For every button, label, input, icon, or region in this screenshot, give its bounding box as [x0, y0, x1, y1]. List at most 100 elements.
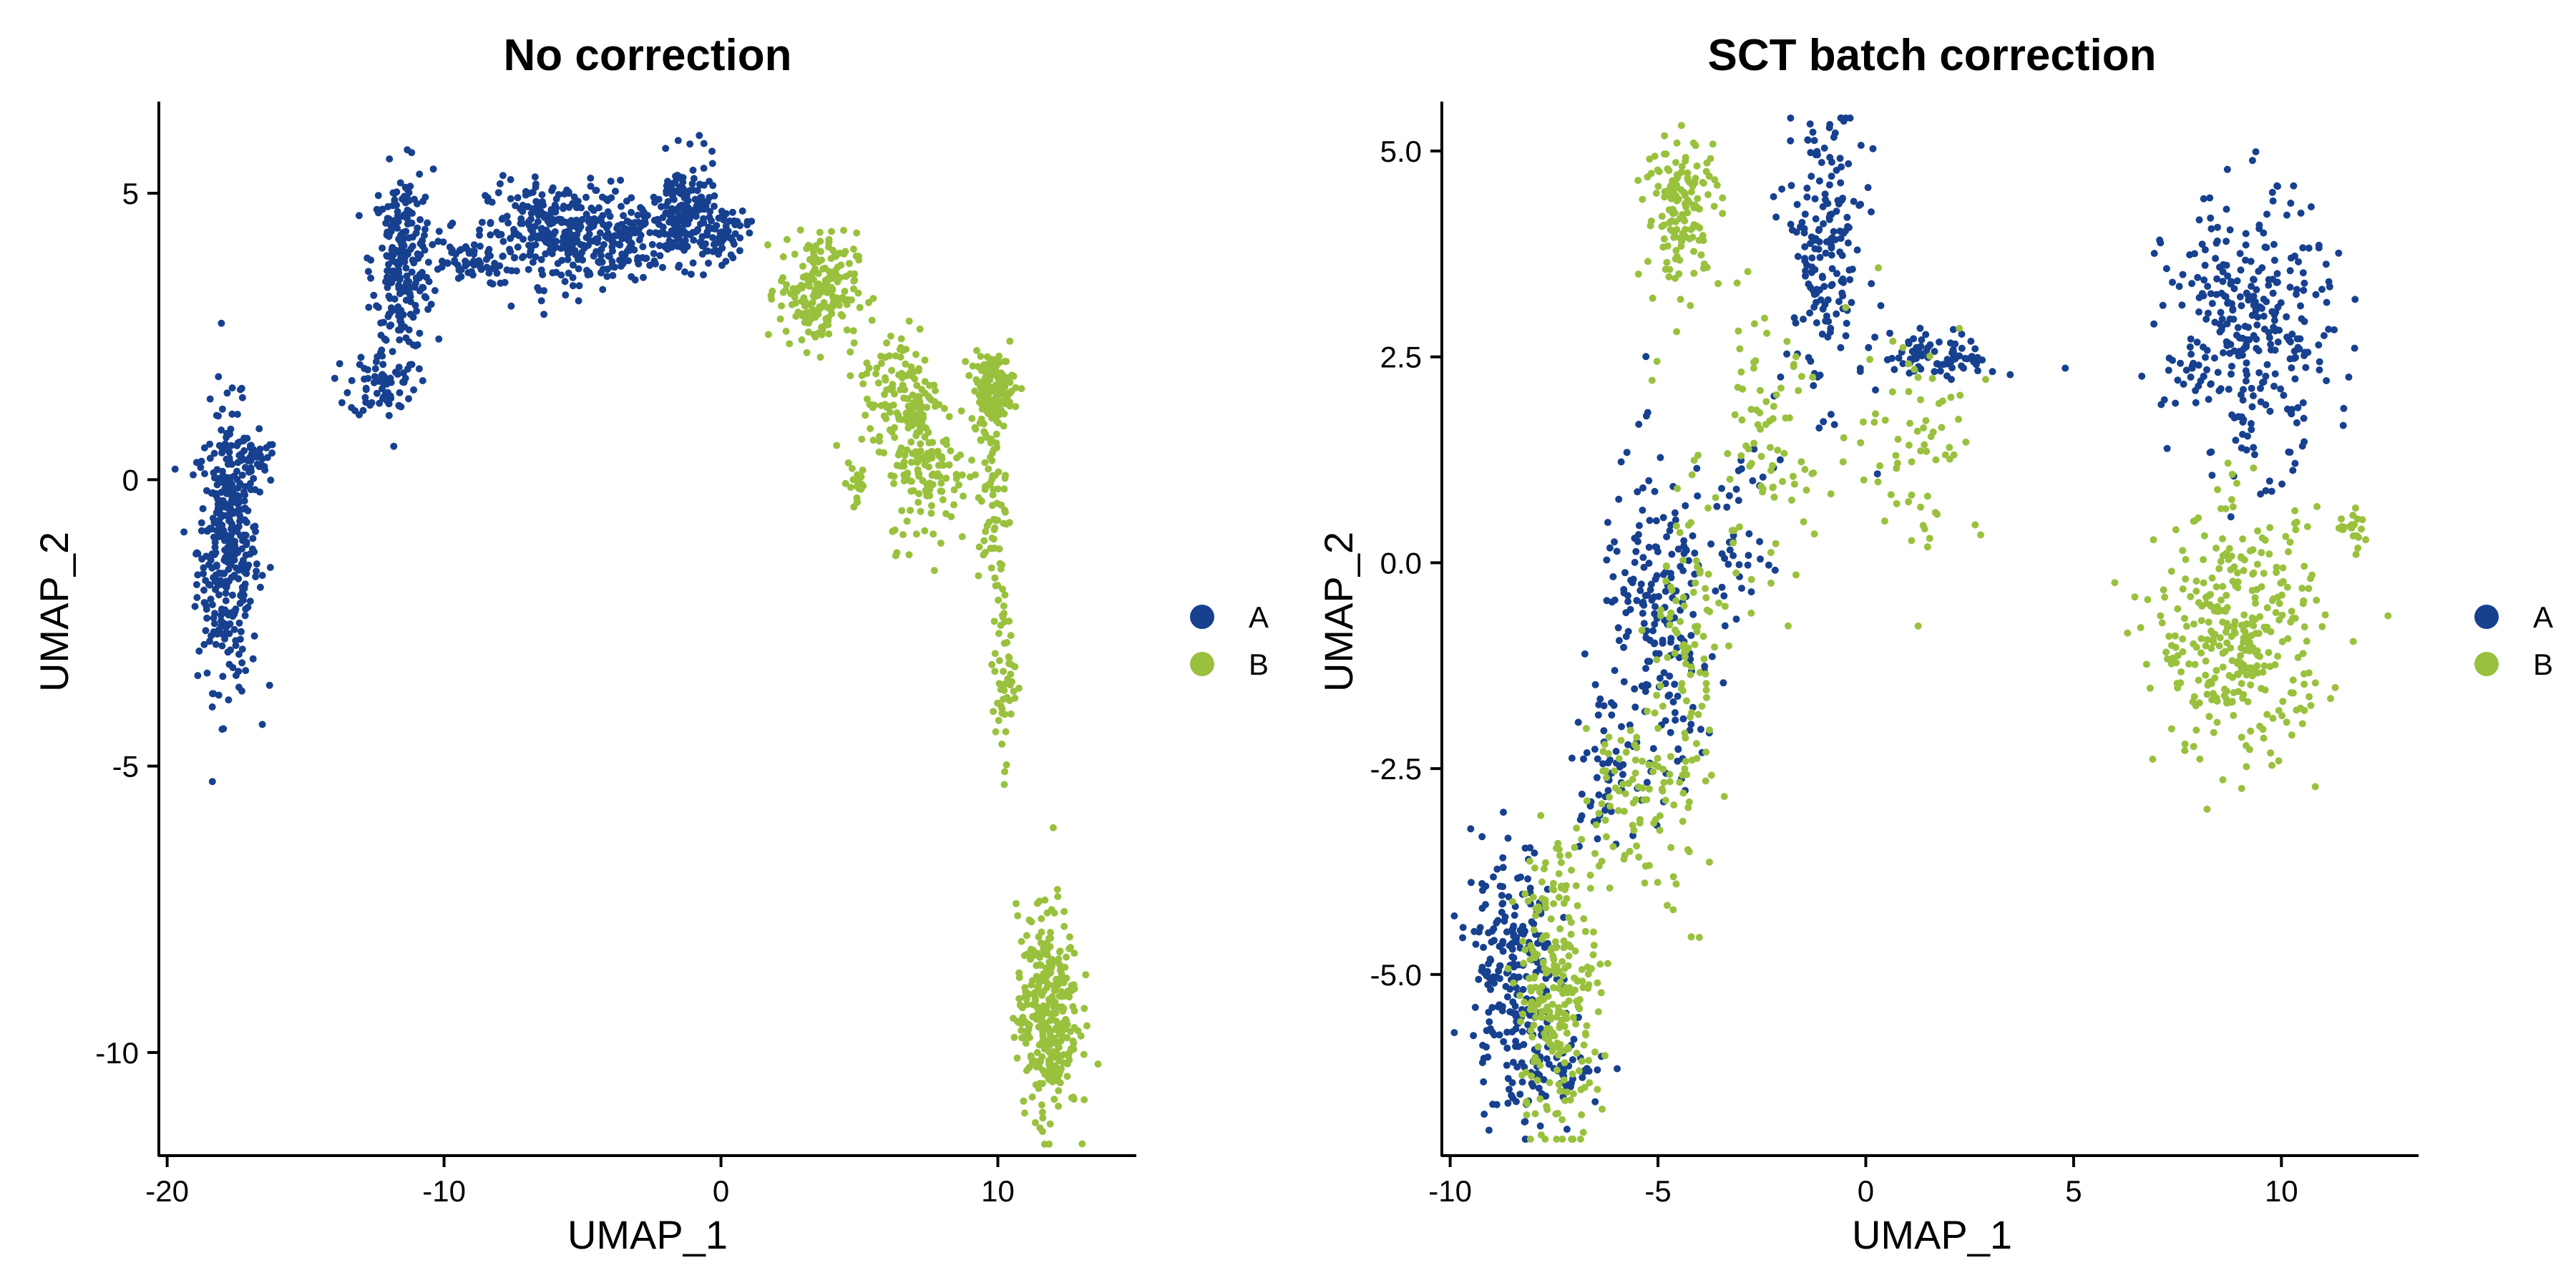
point	[1676, 215, 1684, 223]
point	[1558, 1016, 1566, 1024]
point	[1647, 170, 1655, 177]
point	[2298, 585, 2306, 592]
point	[1662, 577, 1670, 585]
point	[688, 180, 696, 187]
point	[983, 522, 991, 530]
point	[945, 461, 953, 469]
point	[1922, 416, 1930, 424]
point	[2325, 278, 2333, 286]
point	[1641, 688, 1649, 696]
point	[2218, 596, 2225, 604]
point	[1828, 234, 1835, 242]
point	[229, 613, 237, 620]
point	[1777, 384, 1785, 392]
point	[1002, 728, 1010, 736]
point	[611, 263, 618, 271]
point	[1054, 1077, 1062, 1085]
point	[1712, 494, 1719, 502]
point	[600, 220, 608, 228]
point	[399, 195, 406, 203]
y-tick-label: -5	[112, 750, 139, 784]
point	[258, 721, 266, 728]
point	[1656, 812, 1664, 819]
point	[2206, 601, 2214, 609]
point	[652, 260, 659, 268]
point	[1888, 354, 1896, 362]
point	[2315, 241, 2323, 249]
point	[972, 471, 979, 479]
point	[2150, 320, 2158, 328]
chart-title: SCT batch correction	[1708, 31, 2157, 80]
point	[1000, 686, 1008, 694]
legend-marker-B	[1190, 652, 1214, 676]
point	[1602, 767, 1610, 775]
point	[779, 288, 787, 296]
point	[1689, 182, 1697, 190]
point	[210, 614, 218, 622]
point	[1028, 1054, 1035, 1062]
point	[972, 376, 980, 384]
point	[255, 425, 263, 433]
point	[1845, 160, 1853, 167]
point	[390, 442, 398, 450]
point	[1679, 593, 1687, 601]
point	[507, 267, 515, 275]
y-tick-label: 2.5	[1380, 341, 1422, 374]
point	[439, 238, 447, 246]
point	[700, 219, 708, 227]
point	[403, 272, 411, 280]
point	[957, 407, 965, 415]
point	[1472, 940, 1480, 948]
point	[536, 233, 544, 240]
point	[1866, 356, 1874, 364]
point	[1931, 509, 1939, 517]
point	[2260, 570, 2268, 577]
point	[1598, 857, 1606, 865]
point	[1511, 912, 1518, 919]
point	[1501, 913, 1509, 921]
point	[1684, 557, 1692, 565]
point	[1543, 969, 1550, 977]
point	[1011, 694, 1019, 702]
point	[922, 487, 930, 494]
point	[1679, 789, 1687, 797]
point	[197, 519, 205, 527]
point	[1956, 352, 1963, 360]
point	[709, 234, 716, 242]
legend-marker-A	[2474, 605, 2499, 629]
point	[1682, 757, 1689, 765]
point	[1000, 485, 1008, 493]
point	[1797, 458, 1805, 466]
point	[2200, 579, 2207, 587]
point	[1020, 1097, 1028, 1105]
point	[1699, 232, 1707, 240]
point	[1592, 821, 1600, 829]
point	[390, 267, 398, 275]
point	[844, 459, 852, 467]
point	[1982, 376, 1989, 384]
point	[1551, 938, 1559, 946]
point	[1855, 202, 1863, 209]
point	[2331, 683, 2339, 691]
point	[1828, 280, 1836, 288]
point	[1583, 749, 1591, 756]
point	[1662, 562, 1670, 570]
point	[395, 402, 403, 410]
point	[2252, 148, 2260, 156]
point	[268, 449, 276, 457]
point	[2169, 278, 2176, 286]
point	[2195, 361, 2202, 369]
point	[1035, 933, 1043, 941]
point	[348, 404, 356, 411]
point	[410, 386, 418, 394]
point	[218, 444, 226, 452]
point	[2200, 556, 2207, 564]
point	[1664, 653, 1672, 661]
point	[1704, 191, 1712, 198]
point	[1516, 992, 1524, 1000]
point	[484, 197, 492, 205]
point	[249, 655, 257, 663]
point	[2223, 550, 2230, 557]
point	[2313, 503, 2321, 510]
point	[2206, 194, 2214, 202]
